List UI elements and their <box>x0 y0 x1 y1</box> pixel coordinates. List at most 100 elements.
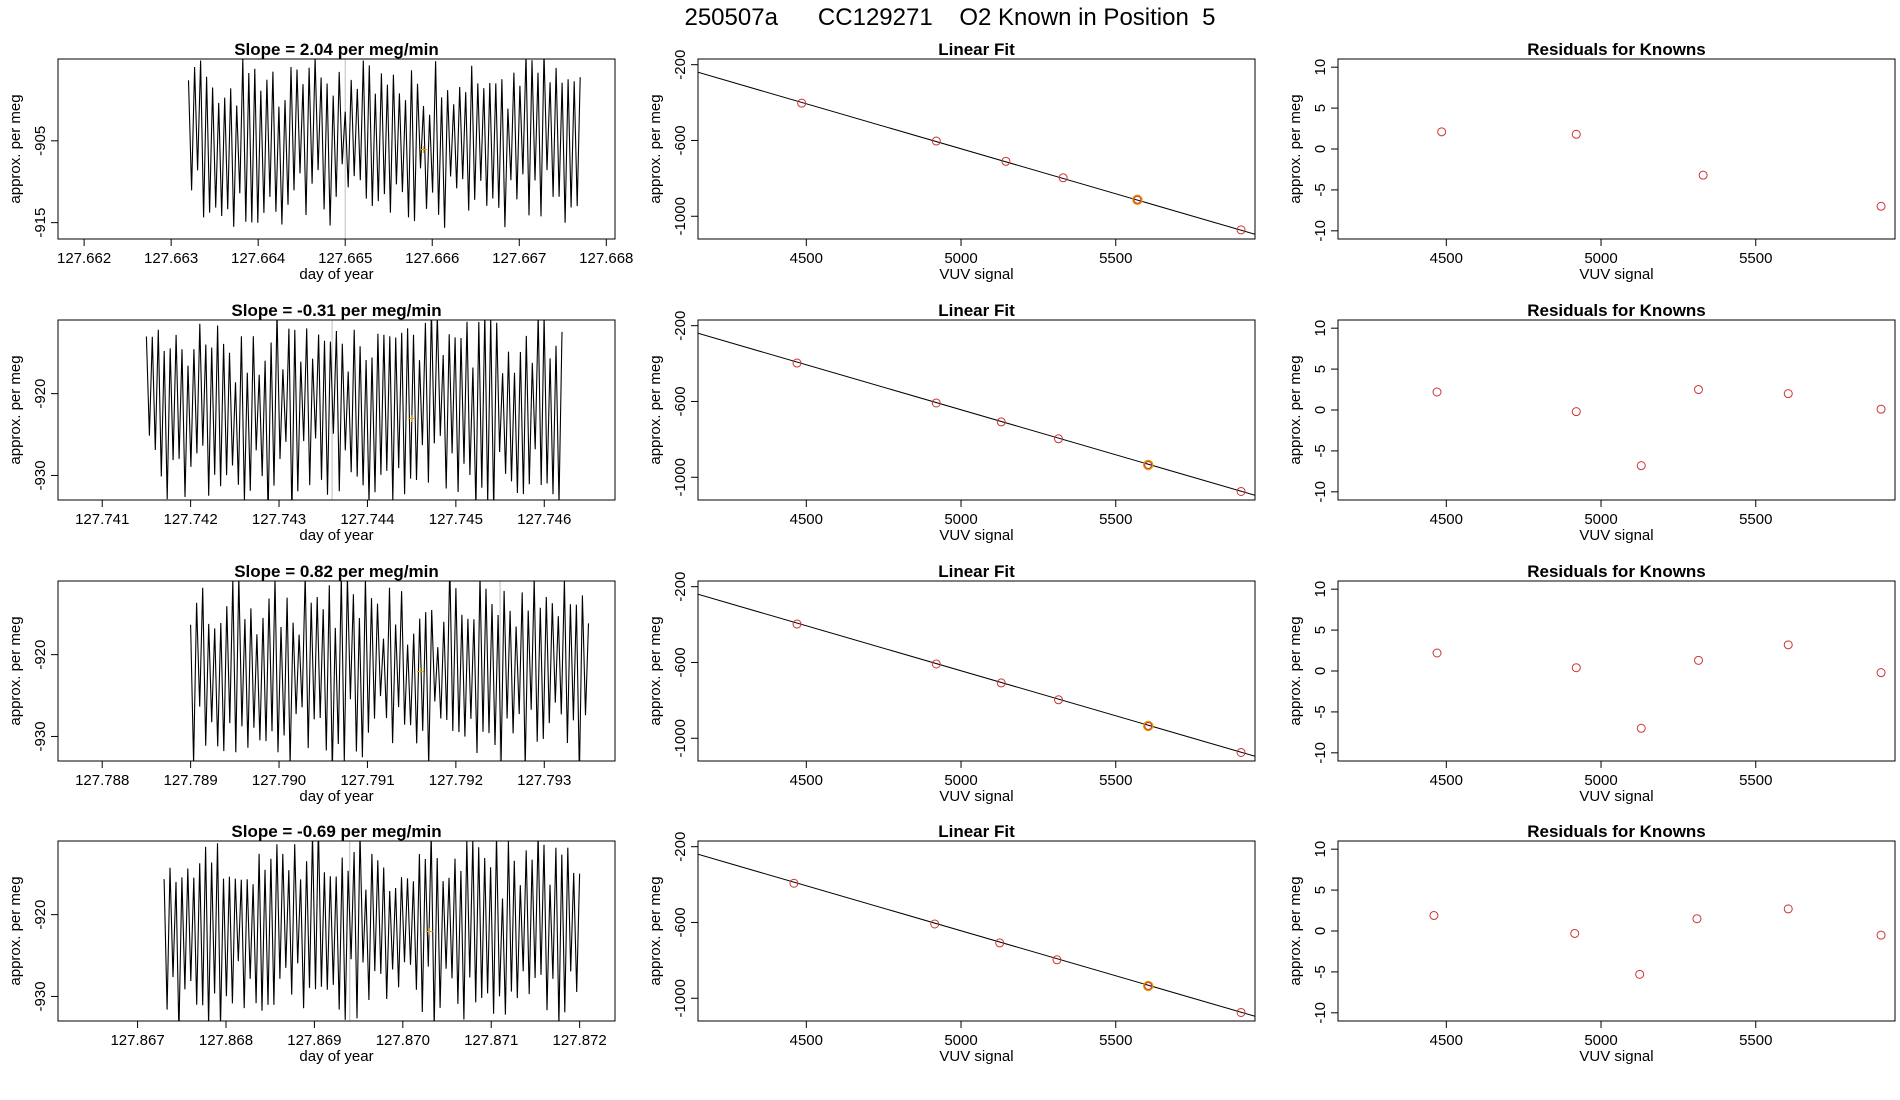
r3-resid-point <box>1876 668 1886 678</box>
r1-resid-point <box>1437 127 1447 137</box>
r2-trace-ylabel: approx. per meg <box>7 355 24 464</box>
r4-resid-frame <box>1337 840 1896 1022</box>
r3-resid-point <box>1432 648 1442 658</box>
r3-fit-known-point <box>1142 720 1154 732</box>
r3-trace-series-line <box>190 581 590 761</box>
r3-fit-chart: Linear Fit 4500 5000 5500 -200 -600 -1000 VUV s… <box>647 562 1256 805</box>
r3-trace-ytick-label: -930 <box>32 721 49 751</box>
r1-fit-xtick-label: 5500 <box>1099 250 1132 267</box>
r4-resid-point <box>1692 914 1702 924</box>
r1-trace-frame <box>57 58 616 240</box>
r4-fit-point <box>995 938 1005 948</box>
r2-fit-fit-line <box>698 332 1255 496</box>
r2-trace-title: Slope = -0.31 per meg/min <box>231 301 441 320</box>
r1-trace-series-line <box>187 59 581 228</box>
r4-trace-frame <box>57 840 616 1022</box>
r3-resid-xtick-label: 4500 <box>1430 772 1463 789</box>
r2-fit-title: Linear Fit <box>938 301 1015 320</box>
r2-resid-chart: Residuals for Knowns 4500 5000 5500 10 5 0 -5 -1… <box>1287 301 1896 544</box>
r3-resid-ytick-label: 10 <box>1312 581 1329 598</box>
r1-trace-xtick-label: 127.664 <box>231 250 285 267</box>
r2-resid-frame <box>1337 319 1896 501</box>
r1-trace-ytick-label: -905 <box>32 126 49 156</box>
r2-fit-xtick-label: 5500 <box>1099 511 1132 528</box>
r4-fit-xlabel: VUV signal <box>939 1048 1013 1065</box>
r3-trace-title: Slope = 0.82 per meg/min <box>234 562 439 581</box>
r3-trace-xtick-label: 127.792 <box>429 772 483 789</box>
r3-resid-xlabel: VUV signal <box>1579 788 1653 805</box>
r4-trace-xtick-label: 127.871 <box>464 1032 518 1049</box>
r1-resid-ytick-label: -5 <box>1312 183 1329 196</box>
r4-resid-plot-area <box>1429 904 1886 979</box>
r3-resid-point <box>1571 663 1581 673</box>
r2-fit-xlabel: VUV signal <box>939 527 1013 544</box>
r3-fit-ylabel: approx. per meg <box>647 616 664 725</box>
r4-resid-ytick-label: 10 <box>1312 841 1329 858</box>
r3-fit-frame <box>697 580 1256 762</box>
r2-resid-ytick-label: 0 <box>1312 406 1329 414</box>
r1-trace-xtick-label: 127.668 <box>579 250 633 267</box>
r3-resid-point <box>1636 723 1646 733</box>
r1-fit-xlabel: VUV signal <box>939 266 1013 283</box>
r1-fit-known-point <box>1132 194 1143 206</box>
r4-trace-ylabel: approx. per meg <box>7 876 24 985</box>
r1-fit-ytick-label: -600 <box>672 125 689 155</box>
r1-resid-ytick-label: 0 <box>1312 145 1329 153</box>
r2-resid-point <box>1432 387 1442 397</box>
r2-trace-xtick-label: 127.746 <box>517 511 571 528</box>
r1-fit-plot-area <box>698 71 1255 235</box>
r3-fit-ytick-label: -1000 <box>672 719 689 757</box>
r3-resid-frame <box>1337 580 1896 762</box>
r4-resid-ylabel: approx. per meg <box>1287 876 1304 985</box>
r1-fit-fit-line <box>698 71 1255 235</box>
r4-fit-fit-line <box>698 853 1255 1017</box>
r1-resid-plot-area <box>1437 127 1886 211</box>
r1-resid-title: Residuals for Knowns <box>1527 40 1706 59</box>
r3-trace-xtick-label: 127.793 <box>517 772 571 789</box>
r1-fit-point <box>1001 156 1011 166</box>
r3-resid-plot-area <box>1432 640 1886 733</box>
r1-trace-xtick-label: 127.665 <box>318 250 372 267</box>
r1-resid-xlabel: VUV signal <box>1579 266 1653 283</box>
r1-fit-title: Linear Fit <box>938 40 1015 59</box>
r3-resid-title: Residuals for Knowns <box>1527 562 1706 581</box>
r3-fit-xlabel: VUV signal <box>939 788 1013 805</box>
r2-fit-xtick-label: 4500 <box>790 511 823 528</box>
r3-fit-plot-area <box>698 593 1255 757</box>
r3-resid-ytick-label: -5 <box>1312 705 1329 718</box>
r4-fit-chart: Linear Fit 4500 5000 5500 -200 -600 -1000 VUV s… <box>647 822 1256 1065</box>
r2-fit-point <box>996 417 1006 427</box>
r4-trace-series-line <box>163 841 581 1021</box>
r2-fit-chart: Linear Fit 4500 5000 5500 -200 -600 -1000 VUV s… <box>647 301 1256 544</box>
r2-resid-title: Residuals for Knowns <box>1527 301 1706 320</box>
r4-resid-xtick-label: 5000 <box>1584 1032 1617 1049</box>
r3-fit-xtick-label: 5000 <box>944 772 977 789</box>
r4-trace-ytick-label: -920 <box>32 900 49 930</box>
r2-trace-ytick-label: -920 <box>32 379 49 409</box>
r3-trace-frame <box>57 580 616 762</box>
r4-fit-xtick-label: 5500 <box>1099 1032 1132 1049</box>
r3-fit-point <box>792 619 802 629</box>
r3-fit-xtick-label: 4500 <box>790 772 823 789</box>
r4-fit-known-point <box>1142 980 1154 992</box>
r2-fit-point <box>1236 486 1246 496</box>
r1-fit-ytick-label: -200 <box>672 50 689 80</box>
r2-fit-ytick-label: -200 <box>672 311 689 341</box>
r4-resid-ytick-label: 0 <box>1312 927 1329 935</box>
r4-fit-xtick-label: 4500 <box>790 1032 823 1049</box>
r3-fit-ytick-label: -200 <box>672 572 689 602</box>
r3-fit-title: Linear Fit <box>938 562 1015 581</box>
r2-trace-chart: Slope = -0.31 per meg/min 127.741 127.742 1… <box>7 301 616 544</box>
r2-resid-ytick-label: 5 <box>1312 365 1329 373</box>
r3-trace-xtick-label: 127.789 <box>164 772 218 789</box>
r4-resid-point <box>1635 969 1645 979</box>
r3-trace-chart: Slope = 0.82 per meg/min 127.788 127.789 12… <box>7 562 616 805</box>
r3-fit-ytick-label: -600 <box>672 647 689 677</box>
r1-resid-ytick-label: -10 <box>1312 220 1329 242</box>
r1-resid-xtick-label: 5000 <box>1584 250 1617 267</box>
r3-resid-ytick-label: -10 <box>1312 742 1329 764</box>
r1-fit-frame <box>697 58 1256 240</box>
r3-resid-ytick-label: 0 <box>1312 667 1329 675</box>
